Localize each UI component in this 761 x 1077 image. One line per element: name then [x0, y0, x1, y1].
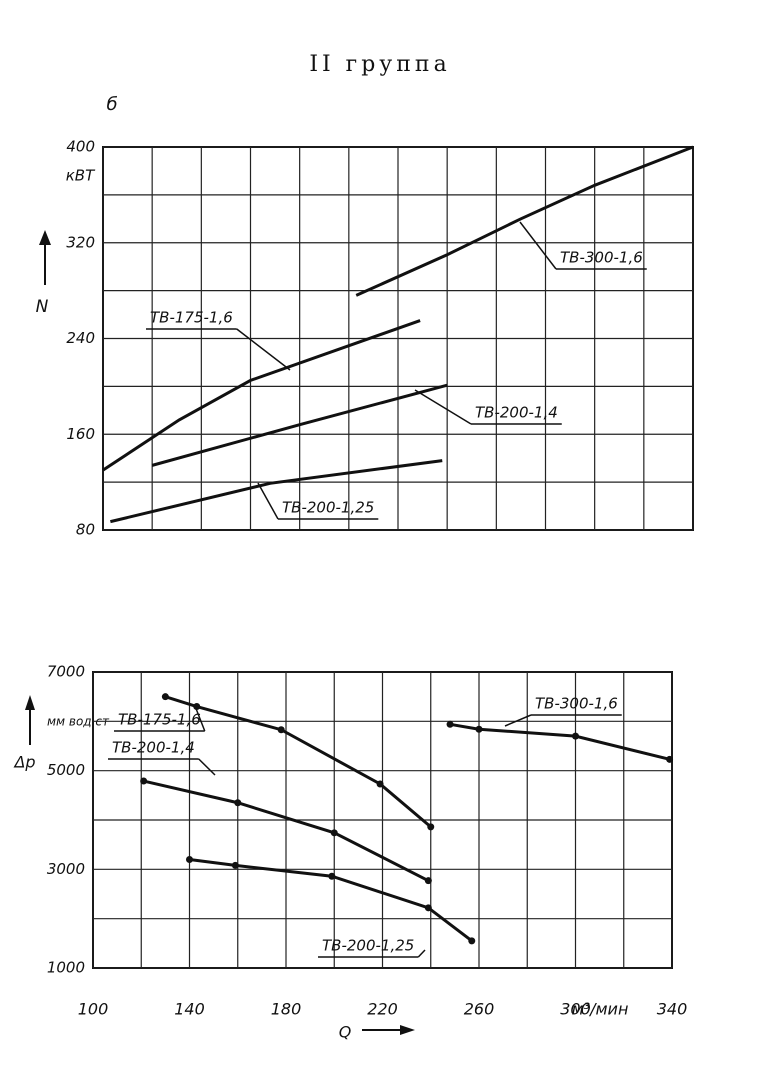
series-line	[143, 779, 430, 883]
leader-line	[504, 714, 532, 727]
point	[186, 855, 193, 863]
arrow-head	[25, 695, 35, 710]
series-label: ТВ-300-1,6	[560, 249, 643, 267]
point	[424, 877, 432, 885]
leader-line	[414, 389, 472, 425]
series-line	[151, 383, 448, 467]
point	[666, 755, 674, 763]
y-tick-label: 5000	[47, 761, 85, 779]
point	[193, 703, 201, 711]
x-tick-label: 220	[367, 1000, 398, 1019]
series-label: ТВ-200-1,25	[282, 499, 374, 517]
point	[572, 732, 579, 740]
y-tick-label: 7000	[47, 663, 85, 681]
point	[330, 829, 338, 837]
series-line	[164, 695, 432, 829]
point	[161, 693, 169, 701]
point	[231, 861, 239, 869]
x-tick-label: 260	[464, 1000, 495, 1019]
series-line	[355, 145, 694, 297]
x-tick-label: 100	[78, 1000, 109, 1019]
x-label: Q	[339, 1023, 352, 1042]
point	[475, 725, 483, 733]
y-unit: кВТ	[66, 167, 96, 185]
series-line	[110, 459, 443, 524]
y-tick-label: 3000	[47, 860, 85, 878]
series-line	[189, 857, 473, 943]
series-label: ТВ-175-1,6	[150, 309, 233, 327]
y-tick-label: 1000	[47, 959, 85, 977]
leader-line	[417, 949, 426, 958]
y-tick-label: 160	[66, 425, 95, 443]
series-label: ТВ-200-1,4	[112, 739, 195, 757]
series-label: ТВ-200-1,25	[322, 937, 414, 955]
point	[277, 726, 285, 734]
leader-line	[519, 221, 557, 270]
leader-line	[236, 328, 291, 371]
arrow-head	[400, 1025, 415, 1035]
x-tick-label: 140	[174, 1000, 205, 1019]
x-unit: м³/мин	[572, 1000, 629, 1019]
y-tick-label: 240	[66, 329, 95, 347]
x-tick-label: 180	[271, 1000, 302, 1019]
arrow-head	[39, 230, 51, 245]
point	[140, 777, 148, 785]
series-label: ТВ-300-1,6	[535, 695, 618, 713]
y-tick-label: 80	[76, 521, 95, 539]
title: II группа	[309, 52, 450, 77]
series-line	[102, 319, 421, 472]
y-tick-label: 320	[66, 233, 95, 251]
leader-line	[257, 482, 279, 520]
point	[234, 799, 242, 807]
series-line	[449, 722, 670, 761]
y-unit: мм вод.ст	[47, 715, 110, 729]
y-top-label: б	[106, 94, 117, 115]
x-tick-label: 300	[560, 1000, 591, 1019]
y-tick-label: 400	[66, 138, 95, 156]
point	[427, 823, 435, 831]
series-label: ТВ-175-1,6	[118, 711, 201, 729]
point	[446, 720, 454, 728]
point	[328, 872, 336, 880]
series-label: ТВ-200-1,4	[475, 404, 558, 422]
y-label: N	[36, 297, 49, 317]
point	[468, 937, 476, 945]
x-tick-label: 340	[657, 1000, 688, 1019]
leader-line	[194, 705, 206, 732]
leader-line	[198, 758, 216, 776]
point	[424, 904, 432, 912]
point	[376, 780, 384, 788]
y-label: Δp	[12, 753, 35, 772]
